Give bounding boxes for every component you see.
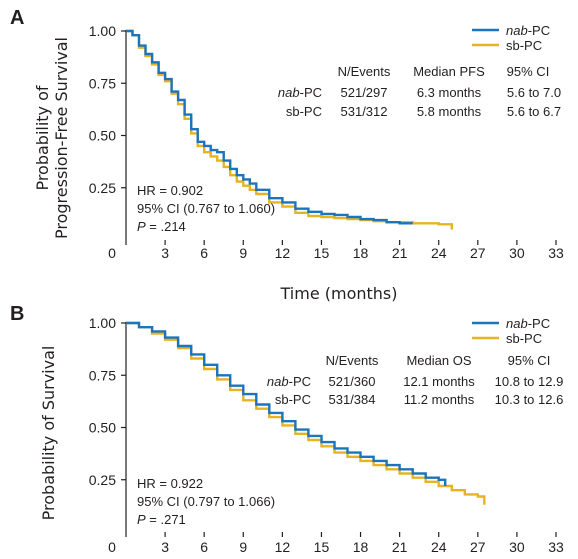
panel-b-confidence-interval: 95% CI (0.797 to 1.066) — [137, 494, 275, 509]
panel-a-table-row-sb-median: 5.8 months — [417, 104, 482, 119]
panel-a-ylabel-line-1: Probability of — [33, 85, 52, 190]
panel-b-ytick-labels: 0.25 0.50 0.75 1.00 — [89, 315, 116, 488]
panel-a-table-row-sb-ci: 5.6 to 6.7 — [507, 104, 561, 119]
panel-a-table-row-nab-label: nab-PC — [278, 85, 322, 100]
panel-a-curve-sb-pc — [126, 29, 453, 230]
panel-b-table-row-sb-nevents: 531/384 — [329, 392, 376, 407]
panel-b-xtick-label: 12 — [275, 539, 291, 555]
panel-b-letter: B — [10, 303, 24, 325]
panel-a-table-row-nab-nevents: 521/297 — [341, 85, 388, 100]
panel-a-table-row-nab-median: 6.3 months — [417, 85, 482, 100]
panel-b-table: N/Events Median OS 95% CI nab-PC 521/360… — [267, 353, 563, 407]
panel-b-curves — [126, 321, 486, 505]
panel-a-xtick-label: 18 — [353, 245, 369, 261]
panel-a-table-header-ci: 95% CI — [507, 64, 550, 79]
panel-a-curve-nab-pc — [126, 29, 413, 225]
panel-b-p-value: P = .271 — [137, 512, 186, 527]
panel-b-axes — [121, 322, 557, 537]
panel-b-table-row-sb-ci: 10.3 to 12.6 — [495, 392, 564, 407]
panel-b-xtick-label: 24 — [431, 539, 447, 555]
panel-b-ytick-label: 0.75 — [89, 367, 116, 383]
panel-b-ytick-label: 0.25 — [89, 472, 116, 488]
panel-b-xtick-label: 30 — [509, 539, 525, 555]
panel-a-ytick-label: 1.00 — [89, 23, 116, 39]
panel-a-curves — [126, 29, 453, 230]
panel-b-ytick-label: 1.00 — [89, 315, 116, 331]
panel-a-xlabel: Time (months) — [280, 284, 398, 303]
panel-a-letter: A — [10, 7, 24, 29]
panel-b-ylabel: Probability of Survival — [39, 346, 58, 521]
panel-b-ytick-label: 0.50 — [89, 420, 116, 436]
panel-a-confidence-interval: 95% CI (0.767 to 1.060) — [137, 201, 275, 216]
panel-b-xtick-label: 21 — [392, 539, 408, 555]
panel-a-hazard-ratio: HR = 0.902 — [137, 183, 203, 198]
panel-b-xtick-label: 27 — [470, 539, 486, 555]
panel-a-legend-label-nab: nab-PC — [506, 23, 550, 38]
panel-b-xtick-label: 6 — [200, 539, 208, 555]
panel-b-xtick-label: 18 — [353, 539, 369, 555]
panel-a-stats: HR = 0.902 95% CI (0.767 to 1.060) P = .… — [137, 183, 275, 234]
panel-a-legend-label-sb: sb-PC — [506, 38, 542, 53]
panel-a-table: N/Events Median PFS 95% CI nab-PC 521/29… — [278, 64, 561, 119]
panel-a-table-header-nevents: N/Events — [338, 64, 391, 79]
panel-b-table-header-nevents: N/Events — [326, 353, 379, 368]
panel-a-xtick-label: 27 — [470, 245, 486, 261]
panel-a-ytick-label: 0.75 — [89, 75, 116, 91]
panel-b-stats: HR = 0.922 95% CI (0.797 to 1.066) P = .… — [137, 476, 275, 527]
panel-a-p-value: P = .214 — [137, 219, 186, 234]
panel-a-axes — [121, 30, 557, 245]
panel-a-ytick-label: 0.50 — [89, 128, 116, 144]
panel-a-xtick-label: 30 — [509, 245, 525, 261]
panel-a-xtick-label: 12 — [275, 245, 291, 261]
panel-b-table-row-nab-nevents: 521/360 — [329, 374, 376, 389]
panel-a-xtick-labels: 0 3 6 9 12 15 18 21 24 27 30 33 — [108, 245, 564, 261]
panel-a-legend: nab-PC sb-PC — [472, 23, 550, 53]
panel-b-table-row-sb-median: 11.2 months — [404, 392, 475, 407]
panel-b-legend: nab-PC sb-PC — [472, 316, 550, 346]
panel-a-table-row-nab-ci: 5.6 to 7.0 — [507, 85, 561, 100]
panel-b-legend-label-sb: sb-PC — [506, 331, 542, 346]
panel-a-xtick-label: 21 — [392, 245, 408, 261]
panel-a-table-row-sb-label: sb-PC — [286, 104, 322, 119]
panel-a-xtick-label: 3 — [161, 245, 169, 261]
panel-a-xtick-label: 33 — [548, 245, 564, 261]
panel-b-table-row-nab-label: nab-PC — [267, 374, 311, 389]
panel-b-table-row-nab-median: 12.1 months — [403, 374, 475, 389]
panel-b-xtick-label: 9 — [239, 539, 247, 555]
panel-a-ytick-label: 0.25 — [89, 180, 116, 196]
panel-b-xtick-label: 15 — [314, 539, 330, 555]
panel-a-xtick-label: 9 — [239, 245, 247, 261]
panel-b-xtick-label: 0 — [108, 539, 116, 555]
panel-a-xtick-label: 6 — [200, 245, 208, 261]
panel-a-ylabel: Probability of Progression-Free Survival — [33, 37, 71, 239]
panel-b-curve-nab-pc — [126, 321, 447, 486]
panel-b-table-header-median: Median OS — [406, 353, 471, 368]
panel-a-ylabel-line-2: Progression-Free Survival — [52, 37, 71, 239]
panel-a-table-header-median: Median PFS — [413, 64, 485, 79]
panel-b-legend-label-nab: nab-PC — [506, 316, 550, 331]
panel-a-xtick-label: 15 — [314, 245, 330, 261]
panel-b-xtick-labels: 0 3 6 9 12 15 18 21 24 27 30 33 — [108, 539, 564, 555]
panel-a: A Probability of Progression-Free Surviv… — [10, 7, 564, 303]
panel-b-ylabel-line-1: Probability of Survival — [39, 346, 58, 521]
panel-a-ytick-labels: 0.25 0.50 0.75 1.00 — [89, 23, 116, 196]
panel-b-table-header-ci: 95% CI — [508, 353, 551, 368]
panel-a-table-row-sb-nevents: 531/312 — [341, 104, 388, 119]
panel-b-xtick-label: 3 — [161, 539, 169, 555]
panel-b: B Probability of Survival 0.25 0.50 0.75 1.… — [10, 303, 564, 555]
panel-a-xtick-label: 24 — [431, 245, 447, 261]
panel-b-table-row-sb-label: sb-PC — [275, 392, 311, 407]
panel-b-hazard-ratio: HR = 0.922 — [137, 476, 203, 491]
panel-b-xtick-label: 33 — [548, 539, 564, 555]
panel-a-xtick-label: 0 — [108, 245, 116, 261]
panel-b-table-row-nab-ci: 10.8 to 12.9 — [495, 374, 564, 389]
